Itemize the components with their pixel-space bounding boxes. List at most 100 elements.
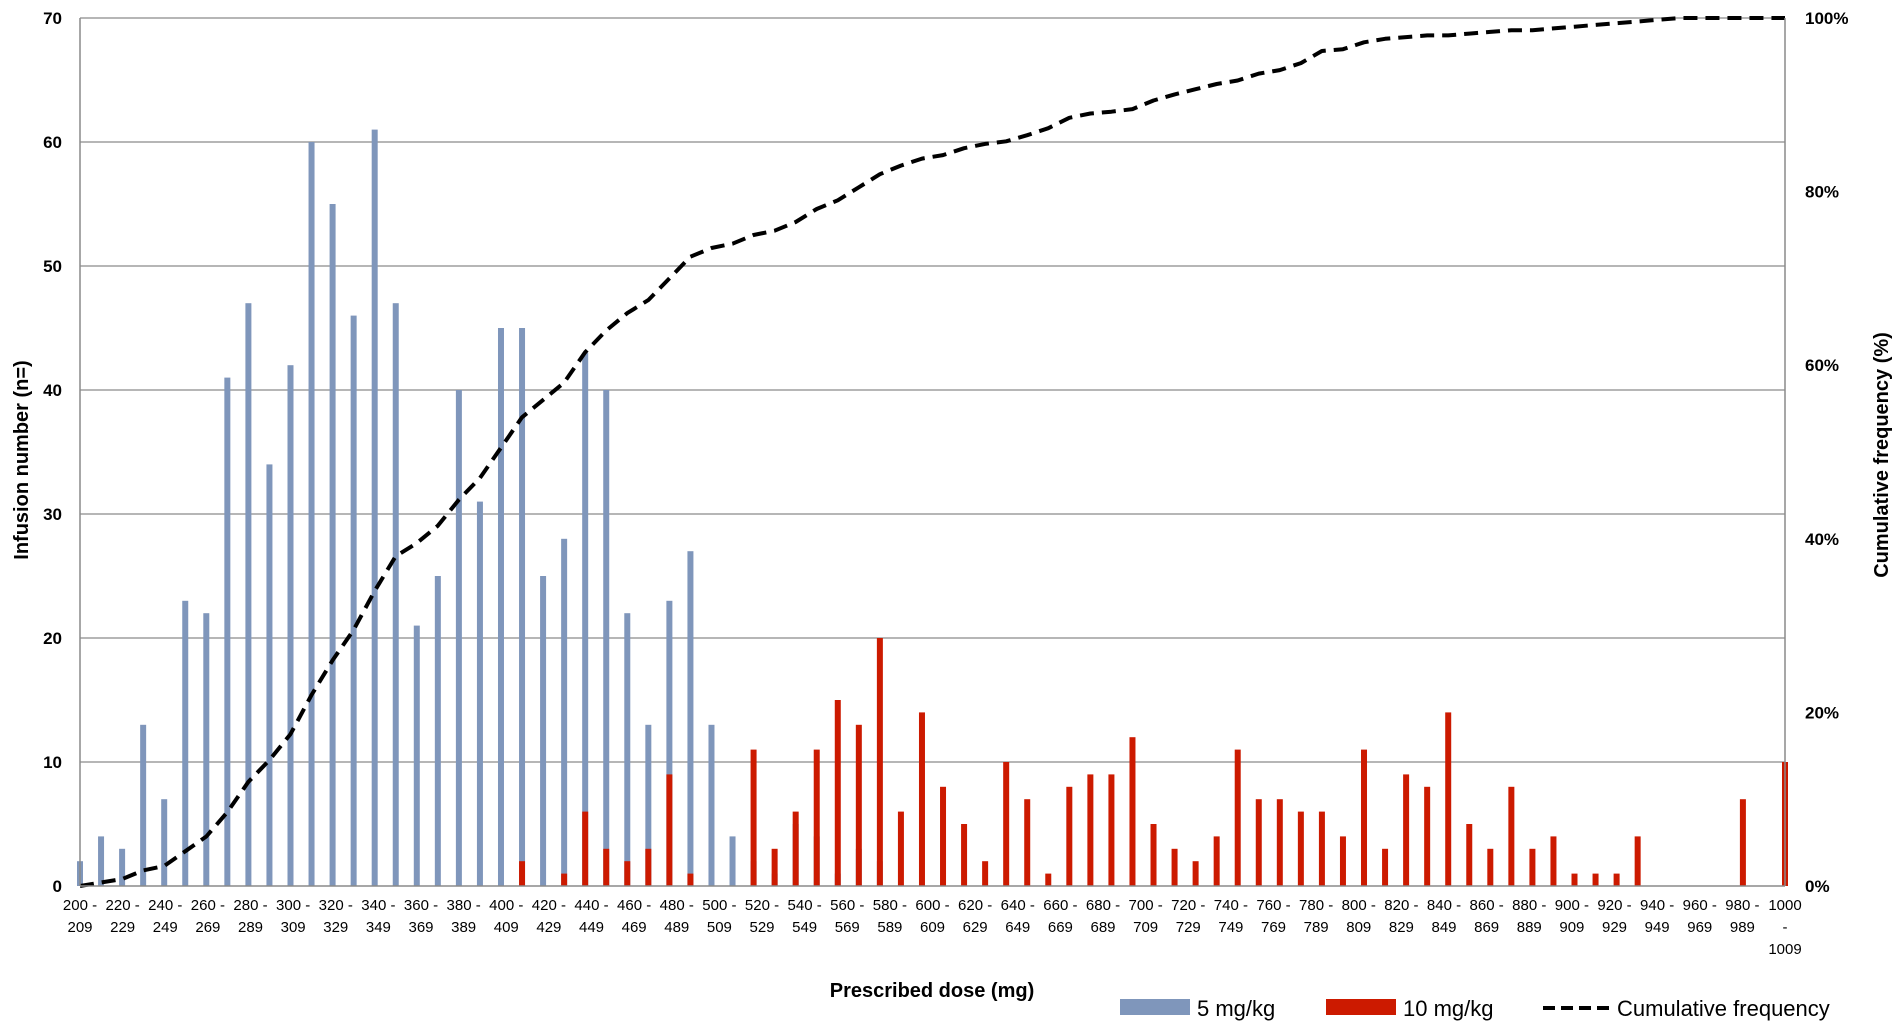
x-tick-line-23-0: 660 - [1043,897,1077,914]
bar-10mgkg-54 [1213,836,1220,886]
x-tick-line-9-0: 380 - [447,897,481,914]
bar-10mgkg-62 [1382,848,1389,886]
x-tick-line-29-0: 780 - [1299,897,1333,914]
x-tick-line-21-0: 620 - [958,897,992,914]
bar-5mgkg-2 [119,848,126,886]
x-tick-line-32-0: 840 - [1427,897,1461,914]
x-tick-line-20-0: 600 - [915,897,949,914]
legend-swatch-10mgkg [1326,999,1396,1015]
bar-10mgkg-23 [561,873,568,886]
bar-10mgkg-43 [982,861,989,886]
bar-10mgkg-44 [1003,762,1010,886]
y2-tick-labels: 0% 20% 40% 60% 80% 100% [1805,9,1848,896]
bar-10mgkg-42 [961,824,968,886]
x-tick-line-24-0: 680 - [1086,897,1120,914]
x-tick-line-10-1: 409 [494,919,519,936]
x-tick-line-25-1: 709 [1133,919,1158,936]
x-tick-line-26-0: 720 - [1171,897,1205,914]
cumulative-frequency-line [79,16,1785,888]
bar-10mgkg-25 [603,848,610,886]
x-tick-line-34-0: 880 - [1512,897,1546,914]
x-tick-line-3-1: 269 [195,919,220,936]
y-tick-label-70: 70 [43,9,62,28]
x-tick-label-21: 620 - 629 [958,897,992,936]
x-tick-label-4: 280 - 289 [233,897,267,936]
x-tick-line-4-1: 289 [238,919,263,936]
bar-10mgkg-40 [918,712,925,886]
y2-tick-label-0: 0% [1805,877,1830,896]
bar-10mgkg-70 [1550,836,1557,886]
bar-10mgkg-35 [813,749,820,886]
x-tick-label-25: 700 - 709 [1129,897,1163,936]
bar-5mgkg-23 [561,538,568,886]
x-tick-line-21-1: 629 [963,919,988,936]
bar-5mgkg-25 [603,390,610,886]
bar-5mgkg-27 [645,724,652,886]
x-tick-line-39-0: 980 - [1725,897,1759,914]
x-tick-label-28: 760 - 769 [1256,897,1290,936]
bar-10mgkg-60 [1339,836,1346,886]
y-tick-label-50: 50 [43,257,62,276]
bar-5mgkg-14 [371,129,378,887]
bar-10mgkg-50 [1129,737,1136,886]
x-tick-line-10-0: 400 - [489,897,523,914]
x-tick-line-30-1: 809 [1346,919,1371,936]
bar-10mgkg-61 [1361,749,1368,886]
x-tick-line-18-1: 569 [835,919,860,936]
legend-label-cumulative: Cumulative frequency [1617,996,1830,1021]
x-tick-line-11-1: 429 [536,919,561,936]
x-tick-line-33-0: 860 - [1470,897,1504,914]
bar-10mgkg-36 [834,700,841,886]
y-tick-label-60: 60 [43,133,62,152]
bar-10mgkg-32 [750,749,757,886]
bar-5mgkg-12 [329,204,336,886]
y2-tick-label-60: 60% [1805,356,1839,375]
bar-10mgkg-24 [582,811,589,886]
x-tick-line-15-0: 500 - [702,897,736,914]
bar-10mgkg-46 [1045,873,1052,886]
x-tick-line-38-1: 969 [1687,919,1712,936]
legend-label-5mgkg: 5 mg/kg [1197,996,1275,1021]
x-tick-line-34-1: 889 [1517,919,1542,936]
x-tick-label-31: 820 - 829 [1384,897,1418,936]
x-tick-line-28-0: 760 - [1256,897,1290,914]
x-tick-line-40-1: - [1783,919,1788,936]
x-tick-label-35: 900 - 909 [1555,897,1589,936]
bar-10mgkg-79 [1739,799,1746,886]
x-tick-line-37-0: 940 - [1640,897,1674,914]
x-tick-label-23: 660 - 669 [1043,897,1077,936]
x-tick-line-22-1: 649 [1005,919,1030,936]
legend-label-10mgkg: 10 mg/kg [1403,996,1494,1021]
x-tick-line-8-0: 360 - [404,897,438,914]
x-tick-line-11-0: 420 - [532,897,566,914]
bar-10mgkg-58 [1297,811,1304,886]
x-tick-line-37-1: 949 [1645,919,1670,936]
bar-5mgkg-31 [729,836,736,886]
x-tick-label-8: 360 - 369 [404,897,438,936]
x-tick-label-19: 580 - 589 [873,897,907,936]
x-tick-line-13-1: 469 [622,919,647,936]
bar-10mgkg-72 [1592,873,1599,886]
x-tick-line-27-0: 740 - [1214,897,1248,914]
x-tick-label-33: 860 - 869 [1470,897,1504,936]
bar-10mgkg-29 [687,873,694,886]
bar-5mgkg-9 [266,464,273,886]
x-tick-line-33-1: 869 [1474,919,1499,936]
x-tick-label-6: 320 - 329 [319,897,353,936]
x-tick-line-24-1: 689 [1090,919,1115,936]
x-tick-label-16: 520 - 529 [745,897,779,936]
x-tick-label-30: 800 - 809 [1342,897,1376,936]
bar-5mgkg-8 [245,303,252,886]
bar-5mgkg-13 [350,315,357,887]
bar-10mgkg-59 [1318,811,1325,886]
x-tick-label-39: 980 - 989 [1725,897,1759,936]
bar-5mgkg-5 [182,600,189,886]
x-tick-line-17-0: 540 - [788,897,822,914]
bar-10mgkg-26 [624,861,631,886]
x-tick-label-15: 500 - 509 [702,897,736,936]
bar-5mgkg-30 [708,724,715,886]
x-tick-line-30-0: 800 - [1342,897,1376,914]
x-tick-line-18-0: 560 - [830,897,864,914]
y2-tick-label-100: 100% [1805,9,1848,28]
x-tick-line-8-1: 369 [408,919,433,936]
